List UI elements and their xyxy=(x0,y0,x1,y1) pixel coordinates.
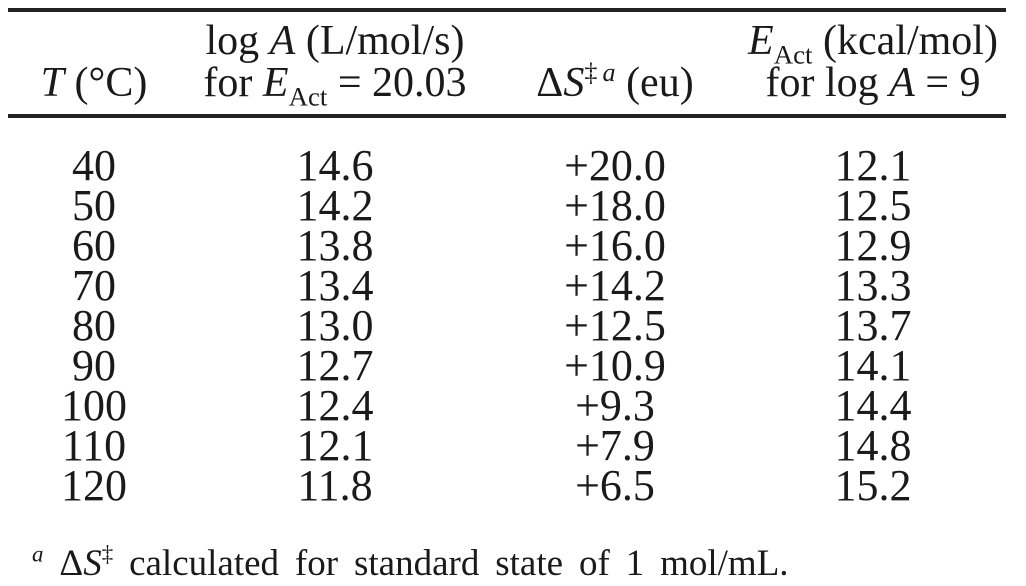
cell-log_a: 13.0 xyxy=(296,301,374,350)
cell-e_act: 12.9 xyxy=(834,221,912,270)
kinetics-data-table: T (°C) log A (L/mol/s) for EAct = 20.03 Δ… xyxy=(8,8,1006,510)
header-row: T (°C) log A (L/mol/s) for EAct = 20.03 Δ… xyxy=(8,10,1006,118)
header-line: T (°C) xyxy=(40,60,148,106)
column-header-log-a: log A (L/mol/s) for EAct = 20.03 xyxy=(180,10,490,118)
cell-e_act: 14.8 xyxy=(834,421,912,470)
table-header: T (°C) log A (L/mol/s) for EAct = 20.03 Δ… xyxy=(8,10,1006,118)
header-line: for log A = 9 xyxy=(765,60,981,106)
cell-delta_s: +14.2 xyxy=(564,261,666,310)
cell-temperature: 50 xyxy=(72,181,116,230)
table-row: 70 13.4 +14.2 13.3 xyxy=(8,261,1006,310)
cell-log_a: 13.4 xyxy=(296,261,374,310)
cell-delta_s: +7.9 xyxy=(575,421,655,470)
cell-temperature: 120 xyxy=(61,461,127,510)
header-line: EAct (kcal/mol) xyxy=(748,18,998,70)
cell-log_a: 14.6 xyxy=(296,141,374,190)
header-line: log A (L/mol/s) xyxy=(205,18,465,64)
cell-log_a: 13.8 xyxy=(296,221,374,270)
cell-e_act: 14.1 xyxy=(834,341,912,390)
cell-log_a: 12.4 xyxy=(296,381,374,430)
cell-e_act: 12.5 xyxy=(834,181,912,230)
cell-e_act: 14.4 xyxy=(834,381,912,430)
table-row: 100 12.4 +9.3 14.4 xyxy=(8,381,1006,430)
cell-temperature: 100 xyxy=(61,381,127,430)
cell-temperature: 90 xyxy=(72,341,116,390)
cell-e_act: 13.3 xyxy=(834,261,912,310)
table-row: 90 12.7 +10.9 14.1 xyxy=(8,341,1006,390)
header-line: ΔS‡ a (eu) xyxy=(536,58,694,106)
table-row: 60 13.8 +16.0 12.9 xyxy=(8,221,1006,270)
column-header-e-act: EAct (kcal/mol) for log A = 9 xyxy=(740,10,1006,118)
cell-log_a: 14.2 xyxy=(296,181,374,230)
cell-log_a: 12.7 xyxy=(296,341,374,390)
cell-temperature: 40 xyxy=(72,141,116,190)
cell-e_act: 15.2 xyxy=(834,461,912,510)
column-header-temperature: T (°C) xyxy=(8,10,180,118)
cell-delta_s: +16.0 xyxy=(564,221,666,270)
footnote: a ΔS‡ calculated for standard state of 1… xyxy=(32,541,789,584)
cell-delta_s: +18.0 xyxy=(564,181,666,230)
table-row: 80 13.0 +12.5 13.7 xyxy=(8,301,1006,350)
header-line: for EAct = 20.03 xyxy=(203,60,467,112)
cell-delta_s: +9.3 xyxy=(575,381,655,430)
table-row: 120 11.8 +6.5 15.2 xyxy=(8,461,1006,510)
cell-temperature: 110 xyxy=(61,421,127,470)
cell-e_act: 12.1 xyxy=(834,141,912,190)
cell-delta_s: +6.5 xyxy=(575,461,655,510)
cell-delta_s: +12.5 xyxy=(564,301,666,350)
cell-log_a: 12.1 xyxy=(296,421,374,470)
cell-delta_s: +20.0 xyxy=(564,141,666,190)
cell-temperature: 80 xyxy=(72,301,116,350)
table-row: 40 14.6 +20.0 12.1 xyxy=(8,116,1006,190)
table-row: 110 12.1 +7.9 14.8 xyxy=(8,421,1006,470)
cell-log_a: 11.8 xyxy=(297,461,373,510)
cell-delta_s: +10.9 xyxy=(564,341,666,390)
cell-e_act: 13.7 xyxy=(834,301,912,350)
column-header-delta-s: ΔS‡ a (eu) xyxy=(490,10,740,118)
table-row: 50 14.2 +18.0 12.5 xyxy=(8,181,1006,230)
cell-temperature: 70 xyxy=(72,261,116,310)
table-body: 40 14.6 +20.0 12.1 50 14.2 +18.0 12.5 60 13.8 +16.… xyxy=(8,116,1006,510)
cell-temperature: 60 xyxy=(72,221,116,270)
